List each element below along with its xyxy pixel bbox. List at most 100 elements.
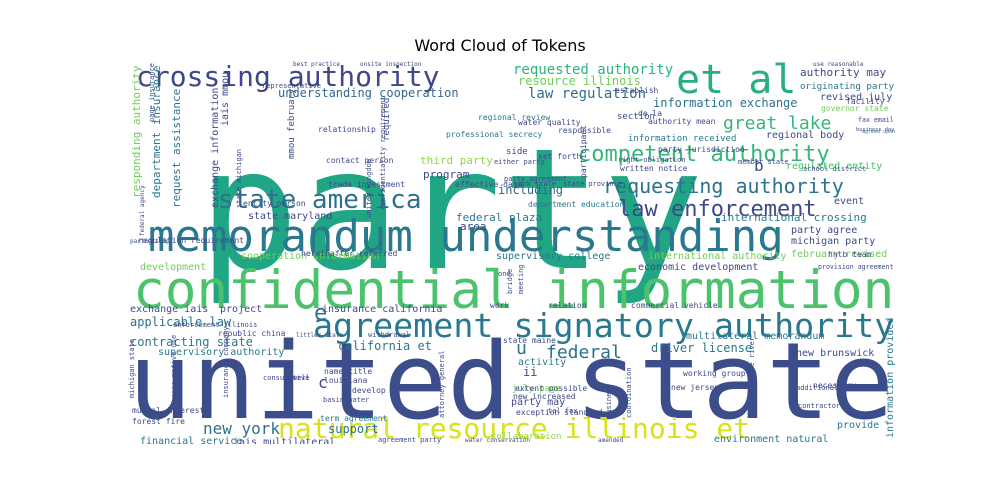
word-agreement-party: agreement party bbox=[378, 436, 441, 444]
word-forest-fire: forest fire bbox=[132, 417, 185, 426]
word-amended: amended bbox=[598, 437, 624, 444]
word-basin-water: basin water bbox=[323, 396, 369, 404]
word-authority-may: authority may bbox=[800, 66, 886, 79]
word-mutual-interest: mutual interest bbox=[132, 406, 204, 415]
word-exception-standard: exception standard bbox=[516, 408, 603, 417]
word-contractor: contractor bbox=[798, 402, 840, 410]
word-either-party: either party bbox=[494, 158, 545, 166]
word-state-michigan: state michigan bbox=[235, 149, 243, 208]
word-new-brunswick: new brunswick bbox=[796, 348, 874, 359]
word-set-forth: set forth bbox=[538, 152, 582, 161]
word-activity: activity bbox=[518, 357, 566, 368]
word-republic-china: republic china bbox=[218, 329, 286, 338]
word-regulated-entity: regulated entity bbox=[786, 161, 882, 172]
word-california-et: california et bbox=[338, 339, 432, 353]
word-use-reasonable: use reasonable bbox=[813, 61, 864, 68]
word-necessary: necessary bbox=[813, 381, 857, 390]
word-department-insurance: department insurance bbox=[150, 66, 163, 198]
word-hntb-team: hntb team bbox=[828, 250, 872, 259]
word-participant: participant bbox=[579, 125, 588, 178]
word-water-conservation: water conservation bbox=[465, 437, 530, 444]
word-new-jersey: new jersey bbox=[671, 383, 719, 392]
word-state-province: state province bbox=[563, 180, 622, 188]
word-iais-mmou: iais mmou bbox=[220, 72, 231, 126]
word-side: side bbox=[506, 147, 528, 157]
word-well: well bbox=[293, 374, 310, 382]
word-work: work bbox=[490, 301, 509, 310]
word-insurance-company: insurance company bbox=[222, 326, 230, 398]
word-international-authority: international authority bbox=[648, 251, 786, 262]
word-contact-person: contact person bbox=[326, 156, 394, 165]
word-new-increased: new increased bbox=[513, 392, 576, 401]
word-responding-authority: responding authority bbox=[130, 65, 143, 198]
word-agreement-signatory-authority: agreement signatory authority bbox=[313, 306, 894, 345]
word-consumptive-use: consumptive use bbox=[170, 335, 178, 398]
word-party-agreement: party agreement bbox=[504, 175, 567, 183]
word-federal: federal bbox=[546, 342, 622, 363]
word-law-regulation: law regulation bbox=[528, 86, 646, 102]
word-page-insurance: page insurance bbox=[148, 63, 156, 122]
word-attorney-general: attorney general bbox=[438, 351, 446, 418]
word-requesting-authority: requesting authority bbox=[603, 174, 844, 198]
word-best-practice: best practice bbox=[293, 61, 340, 68]
word-effective-date: effective date bbox=[455, 180, 523, 189]
word-regional-body: regional body bbox=[766, 130, 844, 141]
word-commercial-vehicle: commercial vehicle bbox=[631, 301, 718, 310]
word-lawrence-river: lawrence river bbox=[748, 337, 756, 396]
word-member-state: member state bbox=[738, 158, 789, 166]
word-written-notice: written notice bbox=[620, 164, 688, 173]
word-relationship: relationship bbox=[318, 125, 376, 134]
word-tal-fax: tal fax bbox=[548, 407, 578, 415]
word-event: event bbox=[834, 196, 864, 207]
chart-title: Word Cloud of Tokens bbox=[414, 36, 586, 55]
word-cooperation-information: cooperation information bbox=[241, 251, 379, 262]
word-professional-secrecy: professional secrecy bbox=[446, 130, 543, 139]
word-information-exchange: information exchange bbox=[653, 96, 798, 110]
word-development: development bbox=[140, 262, 206, 273]
word-exchange-iais: exchange iais bbox=[130, 304, 208, 315]
word-meeting: meeting bbox=[517, 264, 525, 294]
word-financial-service: financial service bbox=[140, 436, 242, 444]
word-establish: establish bbox=[615, 86, 659, 95]
word-resource-illinois: resource illinois bbox=[518, 74, 641, 88]
word-supervisory-authority: supervisory authority bbox=[158, 347, 284, 358]
word-party-agree: party agree bbox=[791, 225, 857, 236]
word-littler-state: littler state bbox=[296, 332, 343, 339]
word-business: business bbox=[605, 384, 613, 418]
word-enforcement-illinois: enforcement illinois bbox=[173, 321, 257, 329]
word-united-state: united state bbox=[128, 320, 894, 443]
word-trade-investment: trade investment bbox=[328, 180, 405, 189]
word-supervisory-college: supervisory college bbox=[496, 251, 610, 262]
word-fax-email: fax email bbox=[858, 116, 894, 124]
word-business-day: business day bbox=[856, 127, 894, 133]
word-applicable-law: applicable law bbox=[130, 315, 232, 329]
word-provide: provide bbox=[837, 420, 879, 431]
word-federal-agency: federal agency bbox=[139, 185, 146, 236]
word-department-education: department education bbox=[528, 200, 625, 209]
word-develop: develop bbox=[352, 386, 386, 395]
word-section: section bbox=[617, 112, 655, 122]
word-coordination: coordination bbox=[625, 367, 633, 418]
word-state-maryland: state maryland bbox=[248, 211, 332, 222]
word-confidential-information: confidential information bbox=[133, 260, 894, 321]
word-party-jurisdiction: party jurisdiction bbox=[658, 145, 745, 154]
word-consumptive: consumptive bbox=[263, 374, 309, 382]
word-ii: ii bbox=[523, 365, 537, 379]
word-right-obligation: right obligation bbox=[618, 156, 685, 164]
word-program: program bbox=[423, 168, 470, 181]
word-natural-resource-illinois-et: natural resource illinois et bbox=[278, 412, 750, 444]
word-partnership: partnership bbox=[130, 238, 170, 245]
word-iais-multilateral: iais multilateral bbox=[233, 437, 335, 444]
word-economic-development: economic development bbox=[638, 262, 758, 273]
word-originating-party: originating party bbox=[800, 81, 895, 92]
word-provision-agreement: provision agreement bbox=[818, 263, 893, 271]
word-authority-mean: authority mean bbox=[648, 117, 716, 126]
word-facility: facility bbox=[846, 97, 885, 106]
word-confidentiality-requirement: confidentiality requirement bbox=[379, 96, 387, 210]
word-additional: additional bbox=[796, 384, 838, 392]
word-working-group: working group bbox=[683, 369, 746, 378]
word-environment-natural: environment natural bbox=[714, 434, 828, 444]
word-e: e bbox=[314, 301, 327, 326]
word-agreed-upon: agreed upon bbox=[862, 129, 895, 135]
